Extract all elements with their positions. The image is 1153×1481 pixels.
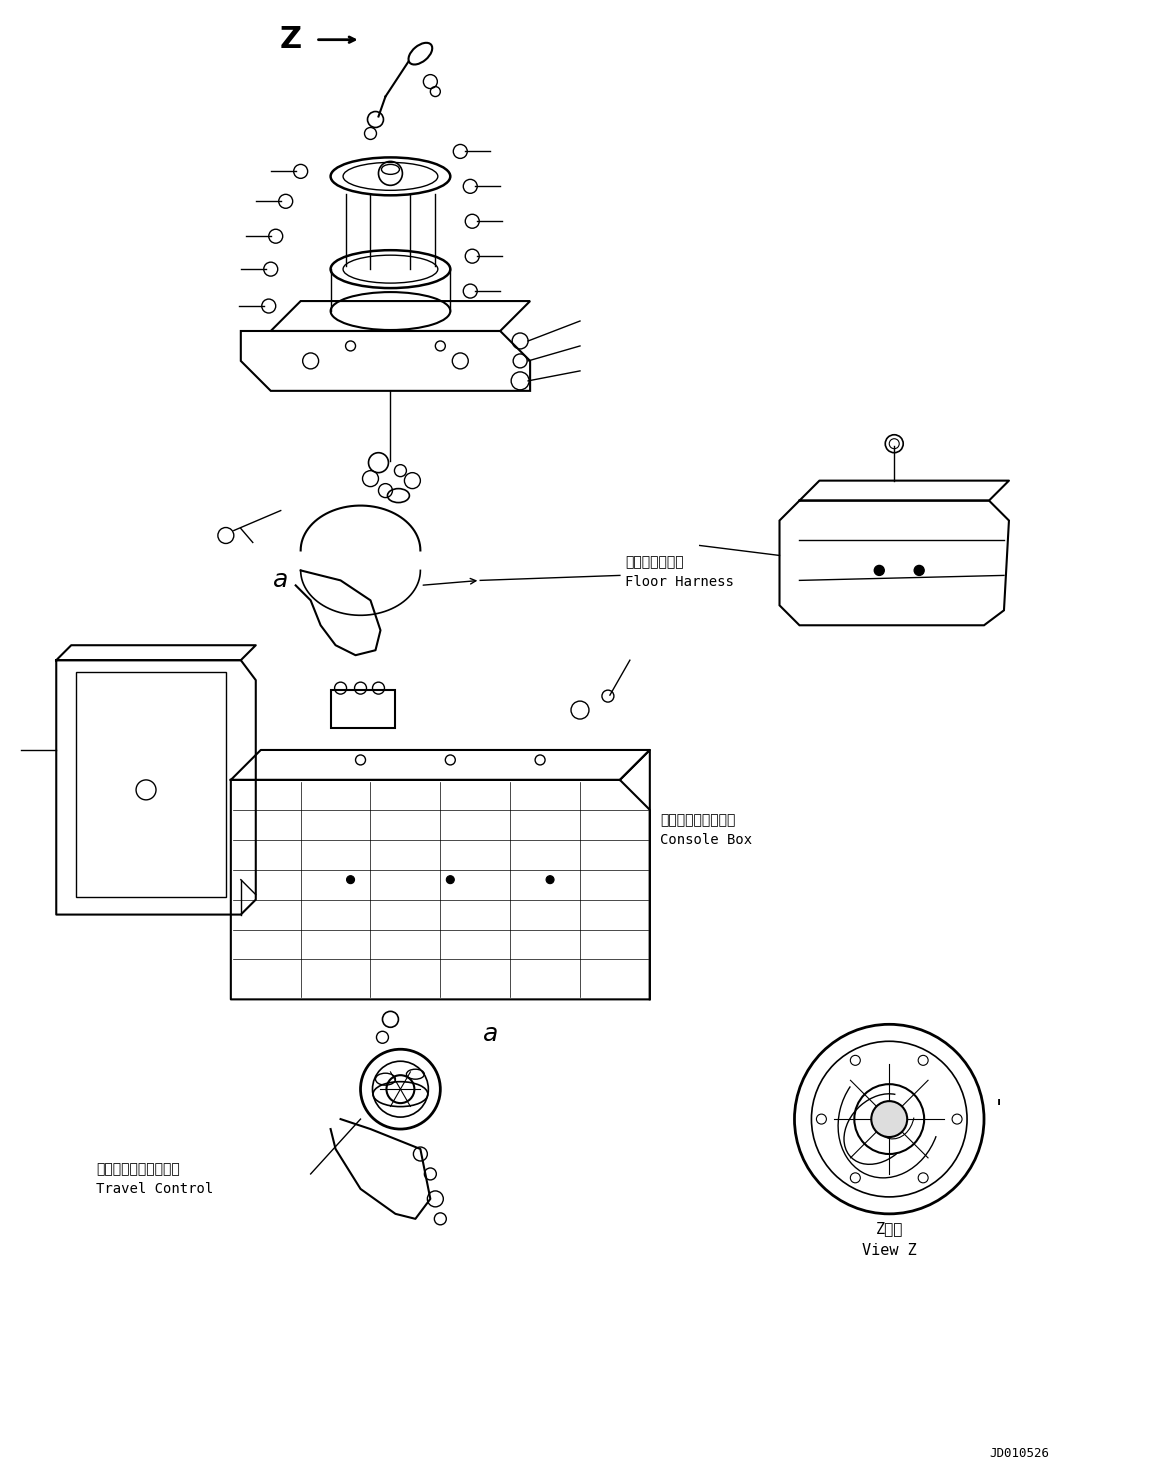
Bar [76,672,226,896]
Text: a: a [273,569,288,592]
Text: コンソールボックス: コンソールボックス [660,813,736,826]
Text: View Z: View Z [862,1243,917,1259]
Bar [331,690,395,729]
Circle shape [547,875,555,884]
Text: Console Box: Console Box [660,832,752,847]
Text: Z: Z [280,25,302,55]
Circle shape [446,875,454,884]
Text: Travel Control: Travel Control [96,1182,213,1197]
Circle shape [914,566,925,576]
Text: a: a [482,1022,498,1046]
Text: Z　視: Z 視 [875,1222,903,1237]
Circle shape [872,1102,907,1137]
Text: JD010526: JD010526 [989,1447,1049,1460]
Text: ': ' [996,1099,1002,1120]
Text: フロアハーネス: フロアハーネス [625,555,684,569]
Circle shape [874,566,884,576]
Circle shape [347,875,354,884]
Text: トラベルコントロール: トラベルコントロール [96,1163,180,1176]
Text: Floor Harness: Floor Harness [625,576,733,589]
